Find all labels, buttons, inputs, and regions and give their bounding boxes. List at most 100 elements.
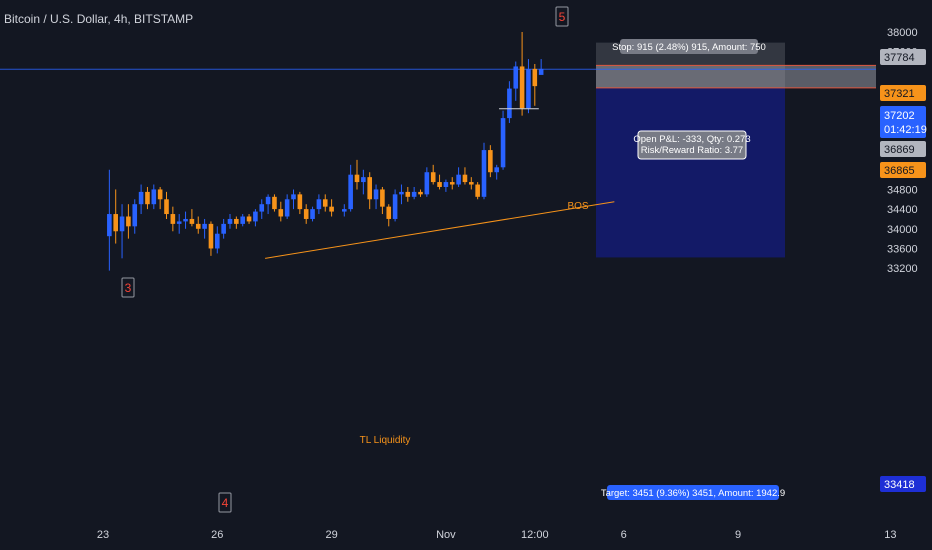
price-label-text: 33418 (884, 479, 915, 491)
x-tick-label: 23 (97, 529, 109, 541)
candle-body (526, 68, 531, 109)
target-label: Target: 3451 (9.36%) 3451, Amount: 1942.… (601, 488, 785, 499)
candle-body (329, 206, 334, 212)
candle-body (189, 218, 195, 224)
y-tick-label: 33200 (887, 263, 918, 275)
pnl-label: Risk/Reward Ratio: 3.77 (641, 145, 743, 156)
candle-body (265, 196, 271, 205)
price-label-orange (880, 85, 926, 101)
stop-label: Stop: 915 (2.48%) 915, Amount: 750 (612, 42, 766, 53)
candle-body (361, 177, 366, 183)
candle-body (500, 118, 506, 168)
y-tick-label: 34800 (887, 184, 918, 196)
candle-body (297, 194, 303, 210)
candle-body (405, 191, 411, 197)
candle-body (234, 218, 239, 224)
candle-body (462, 174, 468, 183)
candle-body (183, 218, 188, 222)
candle-body (469, 182, 474, 185)
candle-body (437, 182, 442, 187)
candle-body (342, 209, 347, 212)
wave-5-label: 5 (559, 10, 566, 24)
y-tick-label: 38000 (887, 27, 918, 39)
countdown-text: 01:42:19 (884, 124, 927, 136)
price-label-text: 37321 (884, 88, 915, 100)
candle-body (513, 66, 519, 89)
candle-body (475, 184, 480, 197)
target-zone (596, 87, 785, 258)
candle-body (354, 174, 360, 183)
y-tick-label: 33600 (887, 243, 918, 255)
candle-body (443, 182, 449, 187)
price-label-text: 37784 (884, 52, 915, 64)
candle-body (430, 172, 436, 183)
candle-body (303, 209, 309, 219)
candle-body (481, 150, 487, 197)
candle-body (418, 191, 423, 195)
candle-body (488, 150, 493, 173)
candle-body (253, 211, 258, 222)
candle-body (246, 216, 252, 222)
x-tick-label: 29 (325, 529, 337, 541)
candle-body (519, 66, 525, 109)
candle-body (157, 189, 163, 200)
pnl-label-bg (637, 130, 747, 160)
candle-body (322, 199, 328, 207)
price-label-target (880, 476, 926, 492)
chart-title: Bitcoin / U.S. Dollar, 4h, BITSTAMP (4, 12, 194, 26)
candle-body (227, 218, 233, 224)
wave-5-label-box (555, 6, 569, 27)
candle-body (380, 189, 385, 207)
price-label-text: 36865 (884, 165, 915, 177)
open-position-band (596, 65, 876, 88)
price-label-current (880, 106, 926, 138)
candle-body (316, 199, 322, 210)
candle-body (456, 174, 461, 185)
candle-body (272, 196, 277, 210)
x-tick-label: Nov (436, 529, 456, 541)
x-tick-label: 26 (211, 529, 223, 541)
candle-body (291, 194, 296, 200)
candle-body (202, 223, 207, 229)
candle-body (449, 182, 455, 185)
wave-3-label-box (121, 277, 135, 298)
candle-body (119, 216, 125, 232)
candle-body (132, 204, 138, 227)
candle-body (113, 214, 118, 232)
candle-body (170, 214, 176, 224)
candle-body (138, 191, 144, 205)
wave-4-label-box (218, 492, 232, 513)
candle-body (494, 167, 499, 173)
pnl-label: Open P&L: -333, Qty: 0.273 (633, 134, 750, 145)
candle-body (284, 199, 290, 217)
y-tick-label: 34000 (887, 224, 918, 236)
candle-body (399, 191, 404, 195)
candle-body (392, 194, 398, 219)
stop-label-bg (620, 39, 758, 54)
candle-body (386, 206, 392, 219)
candle-body (532, 68, 538, 87)
x-tick-label: 9 (735, 529, 741, 541)
candle-body (240, 216, 245, 224)
candle-body (373, 189, 379, 200)
candle-body (259, 204, 265, 212)
price-label-text: 37202 (884, 110, 915, 122)
candle-body (424, 172, 430, 195)
y-tick-label: 34400 (887, 204, 918, 216)
candle-body (107, 214, 112, 237)
liquidity-trendline (265, 201, 615, 259)
candle-body (208, 223, 214, 249)
candle-body (348, 174, 353, 210)
x-tick-label: 13 (884, 529, 896, 541)
price-label-entry (880, 141, 926, 157)
wave-4-label: 4 (222, 496, 229, 510)
target-label-bg (607, 485, 779, 500)
candle-body (195, 223, 201, 229)
x-tick-label: 6 (621, 529, 627, 541)
price-label-stop (880, 49, 926, 65)
tl-liquidity-label: TL Liquidity (360, 435, 411, 446)
price-label-text: 36869 (884, 144, 915, 156)
candle-body (151, 189, 157, 205)
candle-body (164, 199, 169, 215)
